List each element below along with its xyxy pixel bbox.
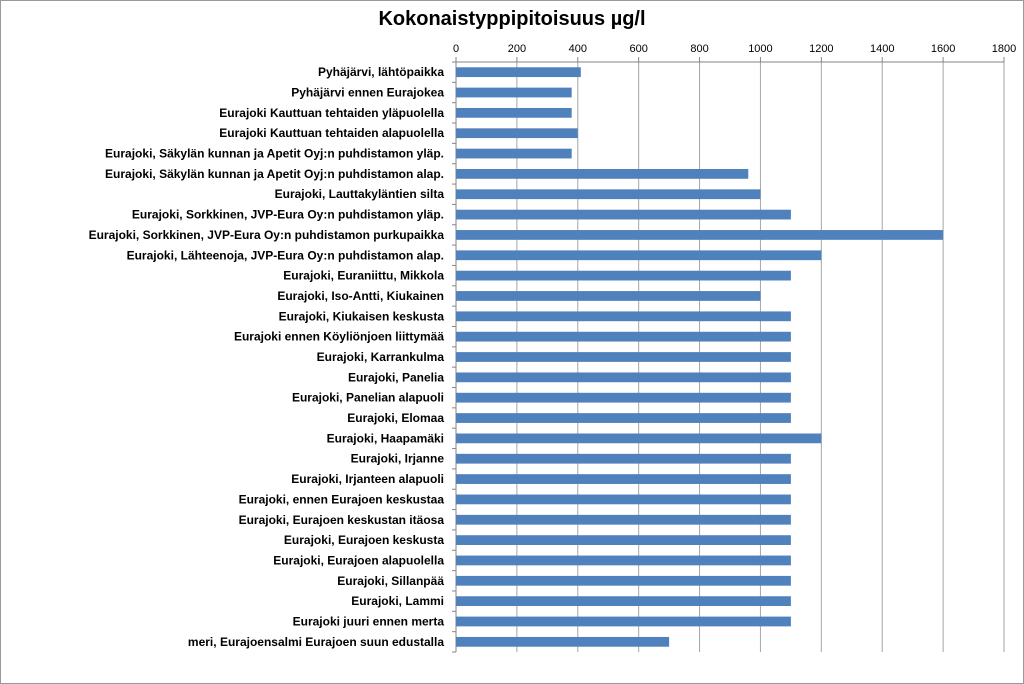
- bar: [456, 453, 791, 464]
- bar: [456, 636, 670, 647]
- x-tick-label: 1600: [931, 43, 955, 55]
- bar: [456, 128, 578, 139]
- x-tick-label: 400: [569, 43, 587, 55]
- category-label: Pyhäjärvi, lähtöpaikka: [318, 65, 444, 79]
- x-tick-label: 1400: [870, 43, 894, 55]
- category-label: Eurajoki, Elomaa: [347, 411, 444, 425]
- category-label: Eurajoki, Irjanteen alapuoli: [291, 472, 444, 486]
- x-tick-label: 1200: [809, 43, 833, 55]
- x-tick-label: 800: [690, 43, 708, 55]
- bar: [456, 67, 581, 78]
- chart-title: Kokonaistyppipitoisuus µg/l: [378, 8, 646, 30]
- category-label: Eurajoki juuri ennen merta: [293, 614, 445, 628]
- bar: [456, 372, 791, 383]
- category-label: Eurajoki, Kiukaisen keskusta: [279, 309, 445, 323]
- bar: [456, 169, 749, 179]
- category-label: Eurajoki, ennen Eurajoen keskustaa: [239, 492, 445, 506]
- category-label: Eurajoki, Euraniittu, Mikkola: [283, 269, 444, 283]
- x-tick-label: 1000: [748, 43, 772, 55]
- category-label: Eurajoki, Sillanpää: [337, 574, 444, 588]
- bar: [456, 555, 791, 566]
- bar: [456, 575, 791, 586]
- bar: [456, 209, 791, 220]
- bar: [456, 413, 791, 423]
- bar: [456, 107, 572, 118]
- bar: [456, 616, 791, 627]
- category-label: Eurajoki, Karrankulma: [317, 350, 445, 364]
- category-label: Eurajoki, Säkylän kunnan ja Apetit Oyj:n…: [105, 167, 444, 181]
- category-label: Eurajoki ennen Köyliönjoen liittymää: [234, 330, 444, 344]
- category-label: Eurajoki, Lauttakyläntien silta: [275, 187, 445, 201]
- bar: [456, 392, 791, 403]
- bar: [456, 311, 791, 322]
- x-tick-label: 600: [629, 43, 647, 55]
- category-label: Eurajoki, Eurajoen alapuolella: [273, 553, 444, 567]
- category-label: Eurajoki, Sorkkinen, JVP-Eura Oy:n puhdi…: [132, 208, 444, 222]
- category-label: Eurajoki, Panelian alapuoli: [292, 391, 444, 405]
- category-label: Eurajoki, Iso-Antti, Kiukainen: [277, 289, 444, 303]
- bar: [456, 250, 822, 261]
- category-label: Eurajoki, Haapamäki: [327, 431, 444, 445]
- bar: [456, 270, 791, 281]
- bar: [456, 433, 822, 444]
- category-label: meri, Eurajoensalmi Eurajoen suun edusta…: [188, 635, 444, 649]
- x-tick-label: 200: [508, 43, 526, 55]
- category-label: Eurajoki, Panelia: [348, 370, 444, 384]
- category-label: Eurajoki, Eurajoen keskusta: [284, 533, 444, 547]
- bar: [456, 148, 572, 159]
- category-label: Pyhäjärvi ennen Eurajokea: [291, 86, 444, 100]
- x-tick-label: 1800: [992, 43, 1016, 55]
- category-label: Eurajoki, Säkylän kunnan ja Apetit Oyj:n…: [105, 147, 444, 161]
- category-label: Eurajoki, Sorkkinen, JVP-Eura Oy:n puhdi…: [89, 228, 445, 242]
- category-label: Eurajoki Kauttuan tehtaiden alapuolella: [219, 126, 444, 140]
- category-label: Eurajoki, Lammi: [351, 594, 444, 608]
- bar: [456, 535, 791, 545]
- x-tick-label: 0: [453, 43, 459, 55]
- bar: [456, 352, 791, 362]
- bar: [456, 189, 761, 200]
- category-label: Eurajoki Kauttuan tehtaiden yläpuolella: [219, 106, 444, 120]
- bar: [456, 494, 791, 505]
- category-label: Eurajoki, Eurajoen keskustan itäosa: [239, 513, 445, 527]
- bar: [456, 230, 944, 240]
- category-label: Eurajoki, Lähteenoja, JVP-Eura Oy:n puhd…: [127, 248, 444, 262]
- bar: [456, 596, 791, 607]
- bar: [456, 514, 791, 525]
- bar: [456, 474, 791, 484]
- category-label: Eurajoki, Irjanne: [351, 452, 445, 466]
- bar: [456, 331, 791, 342]
- bar: [456, 291, 761, 301]
- bar: [456, 87, 572, 98]
